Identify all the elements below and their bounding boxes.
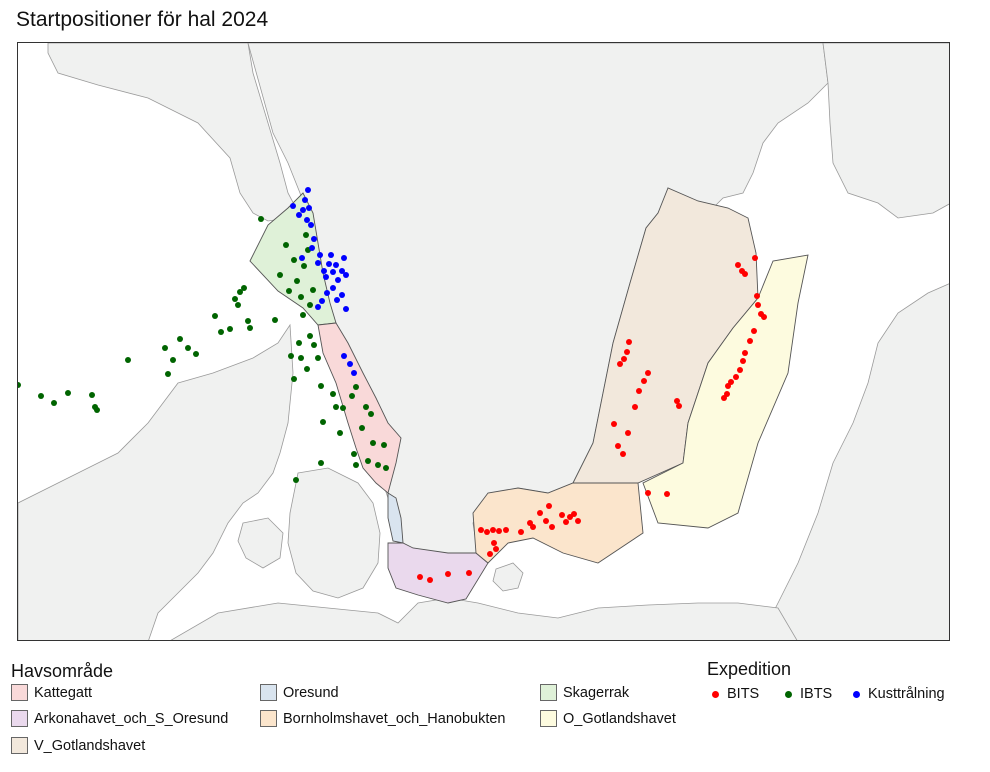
legend-exp-title: Expedition	[707, 659, 792, 679]
swatch-bornholm	[260, 710, 277, 727]
map-title: Startpositioner för hal 2024	[16, 8, 269, 31]
dot-bits	[712, 690, 719, 698]
legend-label: Bornholmshavet_och_Hanobukten	[283, 710, 506, 727]
legend-exp-ibts: IBTS	[785, 686, 832, 702]
legend-area-arkona: Arkonahavet_och_S_Oresund	[11, 710, 228, 727]
legend-area-o-gotland: O_Gotlandshavet	[540, 710, 676, 727]
legend-area-bornholm: Bornholmshavet_och_Hanobukten	[260, 710, 505, 727]
legend-area-kattegatt: Kattegatt	[11, 684, 92, 701]
dot-ibts	[785, 690, 792, 698]
legend-area-skagerrak: Skagerrak	[540, 684, 629, 701]
swatch-skagerrak	[540, 684, 557, 701]
area-kattegatt	[317, 322, 402, 494]
swatch-v-gotland	[11, 737, 28, 754]
legend-label: Kusttrålning	[868, 686, 945, 702]
legend-label: V_Gotlandshavet	[34, 737, 146, 754]
legend-label: Kattegatt	[34, 684, 93, 701]
legend-area-oresund: Oresund	[260, 684, 339, 701]
legend-label: Oresund	[283, 684, 339, 701]
legend-label: Skagerrak	[563, 684, 630, 701]
points-kusttralning	[290, 187, 357, 376]
legend-area-title: Havsområde	[11, 661, 114, 681]
area-bornholm	[472, 482, 644, 564]
swatch-arkona	[11, 710, 28, 727]
swatch-oresund	[260, 684, 277, 701]
swatch-o-gotland	[540, 710, 557, 727]
legend-exp-kusttralning: Kusttrålning	[853, 686, 945, 702]
legend-area-v-gotland: V_Gotlandshavet	[11, 737, 145, 754]
points-bits	[417, 255, 767, 583]
swatch-kattegatt	[11, 684, 28, 701]
legend-exp-bits: BITS	[712, 686, 759, 702]
legend-label: Arkonahavet_och_S_Oresund	[34, 710, 229, 727]
legend-label: BITS	[727, 686, 760, 702]
dot-kusttralning	[853, 690, 860, 698]
legend-label: IBTS	[800, 686, 833, 702]
legend-label: O_Gotlandshavet	[563, 710, 676, 727]
land	[18, 43, 949, 640]
map-panel[interactable]	[17, 42, 950, 641]
area-arkona	[387, 542, 489, 604]
map-canvas	[18, 43, 949, 640]
points-ibts	[18, 216, 389, 483]
